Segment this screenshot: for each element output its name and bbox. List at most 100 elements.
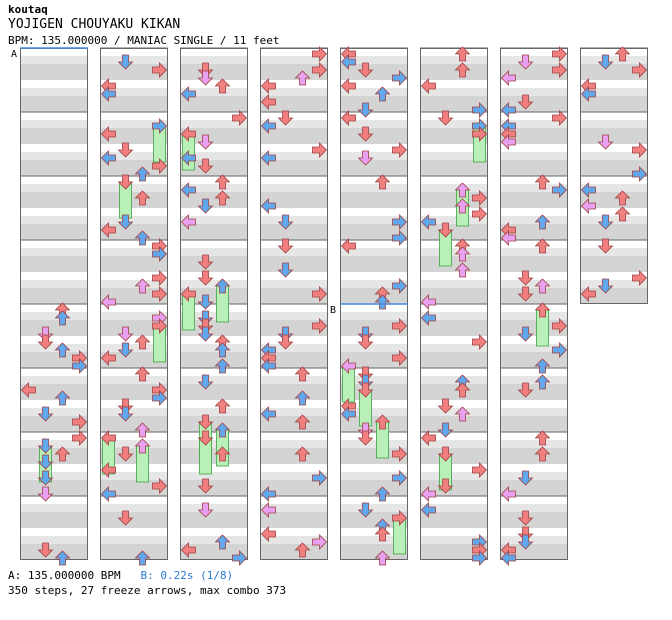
down-arrow [117, 510, 134, 526]
beat-band [500, 544, 568, 560]
right-arrow [552, 342, 568, 358]
down-arrow [37, 470, 54, 486]
beat-band [580, 128, 648, 144]
left-arrow [180, 182, 196, 198]
column-border [180, 48, 248, 560]
beat-band [420, 416, 488, 432]
beat-band-light [260, 184, 328, 192]
up-arrow [374, 526, 391, 542]
measure [260, 495, 328, 560]
left-arrow [180, 214, 196, 230]
up-arrow [134, 190, 151, 206]
beat-band-light [340, 184, 408, 192]
measure [100, 495, 168, 560]
beat-band [180, 192, 248, 208]
down-arrow [437, 398, 454, 414]
beat-band [260, 224, 328, 240]
down-arrow [117, 54, 134, 70]
beat-band-light [420, 120, 488, 128]
beat-band [260, 160, 328, 176]
down-arrow [197, 310, 214, 326]
down-arrow [117, 326, 134, 342]
left-arrow [180, 126, 196, 142]
beat-band-light [20, 504, 88, 512]
beat-band [500, 64, 568, 80]
beat-band-light [500, 344, 568, 352]
down-arrow [197, 294, 214, 310]
beat-band-light [100, 216, 168, 224]
right-arrow [552, 110, 568, 126]
right-arrow [392, 318, 408, 334]
right-arrow [552, 62, 568, 78]
beat-band-light [180, 504, 248, 512]
beat-band [340, 448, 408, 464]
right-arrow [312, 62, 328, 78]
down-arrow [357, 374, 374, 390]
beat-band [420, 160, 488, 176]
beat-band [100, 448, 168, 464]
up-arrow [54, 550, 71, 566]
down-arrow [197, 254, 214, 270]
left-arrow [260, 502, 276, 518]
beat-band-light [580, 216, 648, 224]
down-arrow [37, 334, 54, 350]
beat-band-light [180, 184, 248, 192]
left-arrow [180, 86, 196, 102]
up-arrow [454, 246, 471, 262]
beat-band [100, 384, 168, 400]
beat-band [260, 384, 328, 400]
beat-band-light [420, 312, 488, 320]
right-arrow [472, 190, 488, 206]
beat-band-light [500, 120, 568, 128]
left-arrow [260, 526, 276, 542]
beat-band [100, 160, 168, 176]
beat-band [180, 224, 248, 240]
measure [180, 431, 248, 496]
chart-column [580, 47, 648, 304]
beat-band [20, 160, 88, 176]
left-arrow [580, 86, 596, 102]
beat-band [180, 512, 248, 528]
beat-band-light [180, 248, 248, 256]
up-arrow [534, 374, 551, 390]
measure [340, 111, 408, 176]
beat-band-light [100, 408, 168, 416]
left-arrow [100, 486, 116, 502]
down-arrow [437, 110, 454, 126]
down-arrow [117, 214, 134, 230]
beat-band-light [100, 248, 168, 256]
beat-band [20, 256, 88, 272]
left-arrow [260, 94, 276, 110]
beat-band [420, 544, 488, 560]
up-arrow [214, 342, 231, 358]
down-arrow [517, 286, 534, 302]
up-arrow [294, 390, 311, 406]
beat-band-light [20, 88, 88, 96]
beat-band-light [20, 280, 88, 288]
beat-band [500, 384, 568, 400]
beat-band-light [420, 56, 488, 64]
down-arrow [117, 446, 134, 462]
beat-band [100, 64, 168, 80]
beat-band-light [420, 248, 488, 256]
up-arrow [134, 550, 151, 566]
left-arrow [260, 150, 276, 166]
left-arrow [100, 86, 116, 102]
bpm-marker-a: A [11, 49, 17, 60]
beat-band [260, 512, 328, 528]
right-arrow [152, 318, 168, 334]
beat-band [180, 544, 248, 560]
beat-band [420, 352, 488, 368]
down-arrow [357, 366, 374, 382]
chart-column [20, 47, 88, 560]
up-arrow [214, 278, 231, 294]
right-arrow [392, 214, 408, 230]
beat-band [180, 256, 248, 272]
measure [100, 175, 168, 240]
up-arrow [454, 182, 471, 198]
up-arrow [374, 550, 391, 566]
down-arrow [197, 70, 214, 86]
measure [420, 367, 488, 432]
down-arrow [437, 422, 454, 438]
up-arrow [214, 534, 231, 550]
